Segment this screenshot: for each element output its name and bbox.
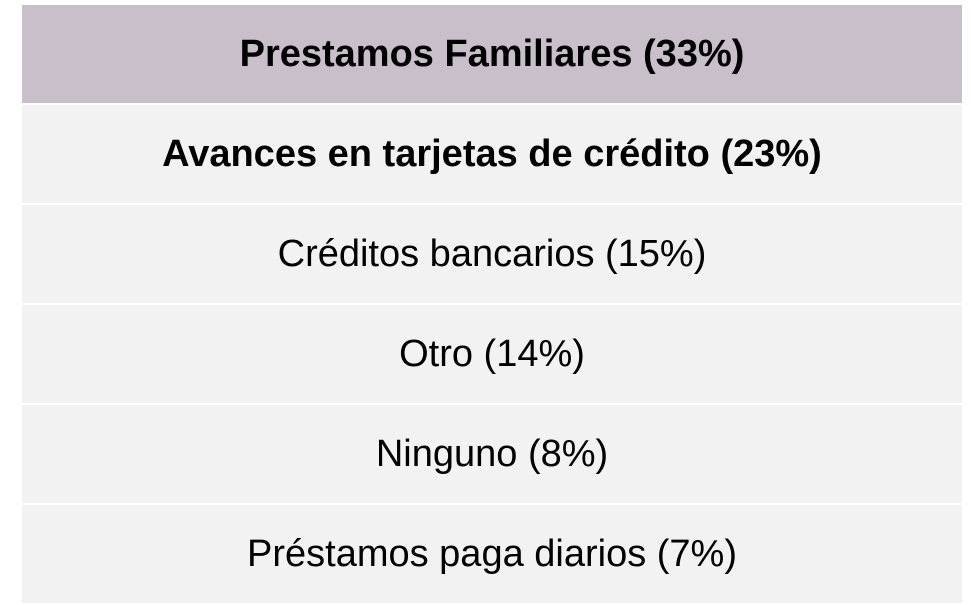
table-header: Prestamos Familiares (33%)	[22, 5, 962, 105]
table-row: Avances en tarjetas de crédito (23%)	[22, 105, 962, 205]
table-row: Ninguno (8%)	[22, 405, 962, 505]
table-row: Créditos bancarios (15%)	[22, 205, 962, 305]
table-row: Préstamos paga diarios (7%)	[22, 505, 962, 605]
table: Prestamos Familiares (33%) Avances en ta…	[22, 5, 962, 605]
table-row: Otro (14%)	[22, 305, 962, 405]
